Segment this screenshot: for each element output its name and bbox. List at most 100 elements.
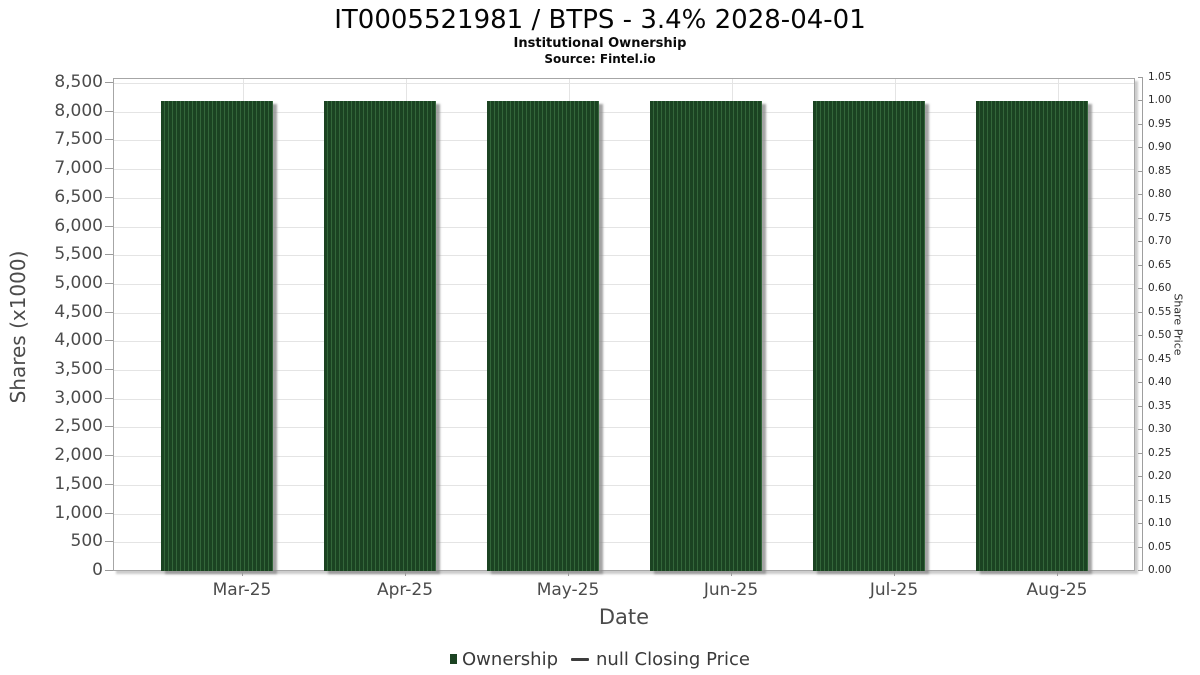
y-axis-left-tick xyxy=(105,483,113,485)
y-axis-left-tick-label: 3,500 xyxy=(54,359,103,380)
y-axis-left-tick xyxy=(105,311,113,313)
y-axis-right-tick xyxy=(1138,499,1142,501)
x-axis-tick xyxy=(894,571,895,576)
x-axis-tick xyxy=(1057,571,1058,576)
y-axis-right-tick-label: 0.95 xyxy=(1148,117,1172,130)
y-axis-right-tick-label: 0.65 xyxy=(1148,258,1172,271)
x-axis-tick-label: Aug-25 xyxy=(1026,580,1088,600)
y-axis-left-tick xyxy=(105,282,113,284)
y-axis-right-tick-label: 0.50 xyxy=(1148,329,1172,342)
gridline-horizontal xyxy=(114,513,1134,515)
x-axis-tick-label: Apr-25 xyxy=(376,580,434,600)
legend: Ownership null Closing Price xyxy=(0,645,1200,673)
ownership-bar xyxy=(650,101,762,571)
chart-source: Source: Fintel.io xyxy=(544,52,656,66)
y-axis-right-title: Share Price xyxy=(1171,293,1185,356)
y-axis-left-tick-label: 500 xyxy=(70,531,103,552)
y-axis-right-tick-label: 0.30 xyxy=(1148,423,1172,436)
y-axis-right-tick-label: 0.55 xyxy=(1148,305,1172,318)
y-axis-right-tick-label: 0.00 xyxy=(1148,564,1172,576)
ownership-bar xyxy=(813,101,925,571)
gridline-horizontal xyxy=(114,341,1134,343)
y-axis-right-tick-label: 1.00 xyxy=(1148,94,1172,107)
gridline-horizontal xyxy=(114,283,1134,285)
x-axis-tick xyxy=(242,571,243,576)
y-axis-left-tick xyxy=(105,340,113,342)
y-axis-right-tick xyxy=(1138,217,1142,219)
plot-area xyxy=(113,78,1135,571)
y-axis-left-tick-label: 7,500 xyxy=(54,129,103,150)
y-axis-left-tick-label: 4,500 xyxy=(54,301,103,322)
y-axis-right-tick xyxy=(1138,77,1142,78)
gridline-horizontal xyxy=(114,197,1134,199)
y-axis-right-tick-label: 0.05 xyxy=(1148,540,1172,553)
ownership-bar xyxy=(976,101,1088,571)
y-axis-left-tick-label: 6,000 xyxy=(54,215,103,236)
ownership-bar xyxy=(487,101,599,571)
y-axis-left-tick-label: 2,000 xyxy=(54,445,103,466)
gridline-horizontal xyxy=(114,140,1134,142)
x-axis-tick-label: Jul-25 xyxy=(869,580,919,600)
y-axis-left-tick-label: 8,500 xyxy=(54,72,103,92)
y-axis-right-tick-label: 0.35 xyxy=(1148,399,1172,412)
y-axis-right-tick-label: 0.10 xyxy=(1148,517,1172,530)
y-axis-left-tick-label: 1,000 xyxy=(54,502,103,523)
y-axis-right-tick-label: 0.45 xyxy=(1148,352,1172,365)
y-axis-right-tick-label: 1.05 xyxy=(1148,71,1172,83)
gridline-horizontal xyxy=(114,427,1134,429)
legend-square-marker-icon xyxy=(450,654,458,664)
y-axis-right-tick xyxy=(1138,100,1142,102)
y-axis-left-tick-label: 4,000 xyxy=(54,330,103,351)
y-axis-right-tick-label: 0.80 xyxy=(1148,188,1172,201)
y-axis-right-tick-label: 0.75 xyxy=(1148,211,1172,224)
y-axis-left-tick xyxy=(105,82,113,83)
y-axis-right-tick xyxy=(1138,170,1142,172)
y-axis-right-tick-label: 0.70 xyxy=(1148,235,1172,248)
y-axis-left-title: Shares (x1000) xyxy=(6,250,30,404)
y-axis-right-tick xyxy=(1138,405,1142,407)
y-axis-left-tick xyxy=(105,570,113,571)
y-axis-right-line xyxy=(1142,77,1143,571)
y-axis-left-tick-label: 3,000 xyxy=(54,387,103,408)
y-axis-right-tick xyxy=(1138,382,1142,384)
gridline-horizontal xyxy=(114,484,1134,486)
y-axis-right-tick-label: 0.60 xyxy=(1148,282,1172,295)
y-axis-left-tick-label: 7,000 xyxy=(54,158,103,179)
x-axis-title: Date xyxy=(598,605,650,629)
y-axis-right-tick xyxy=(1138,452,1142,454)
legend-item-ownership: Ownership xyxy=(450,649,558,670)
y-axis-left-tick xyxy=(105,139,113,141)
y-axis-left-tick xyxy=(105,110,113,112)
gridline-horizontal xyxy=(114,226,1134,228)
y-axis-right-tick xyxy=(1138,476,1142,478)
y-axis-right-tick xyxy=(1138,335,1142,337)
y-axis-right-tick xyxy=(1138,546,1142,548)
legend-label: null Closing Price xyxy=(596,648,750,670)
legend-label: Ownership xyxy=(462,648,559,670)
y-axis-right-tick xyxy=(1138,523,1142,525)
gridline-horizontal xyxy=(114,111,1134,113)
y-axis-left-tick-label: 5,500 xyxy=(54,244,103,265)
x-axis-tick xyxy=(731,571,732,576)
y-axis-left-tick-label: 2,500 xyxy=(54,416,103,437)
y-axis-left-tick-label: 5,000 xyxy=(54,272,103,293)
y-axis-right-tick-label: 0.20 xyxy=(1148,470,1172,483)
y-axis-left-tick-label: 0 xyxy=(92,560,103,580)
x-axis-tick-label: May-25 xyxy=(536,580,600,600)
y-axis-left-tick xyxy=(105,225,113,227)
x-axis-tick-label: Jun-25 xyxy=(703,580,759,600)
gridline-horizontal xyxy=(114,456,1134,458)
y-axis-left-tick-label: 8,000 xyxy=(54,100,103,121)
y-axis-right-tick xyxy=(1138,311,1142,313)
y-axis-right-tick xyxy=(1138,429,1142,431)
y-axis-right-tick xyxy=(1138,241,1142,243)
y-axis-right-tick xyxy=(1138,123,1142,125)
y-axis-right-tick-label: 0.15 xyxy=(1148,493,1172,506)
chart-title: IT0005521981 / BTPS - 3.4% 2028-04-01 xyxy=(334,5,866,35)
y-axis-left-tick xyxy=(105,455,113,457)
y-axis-right-tick xyxy=(1138,570,1142,571)
gridline-horizontal xyxy=(114,83,1134,84)
y-axis-left-tick-label: 1,500 xyxy=(54,473,103,494)
gridline-horizontal xyxy=(114,169,1134,171)
gridline-horizontal xyxy=(114,255,1134,257)
